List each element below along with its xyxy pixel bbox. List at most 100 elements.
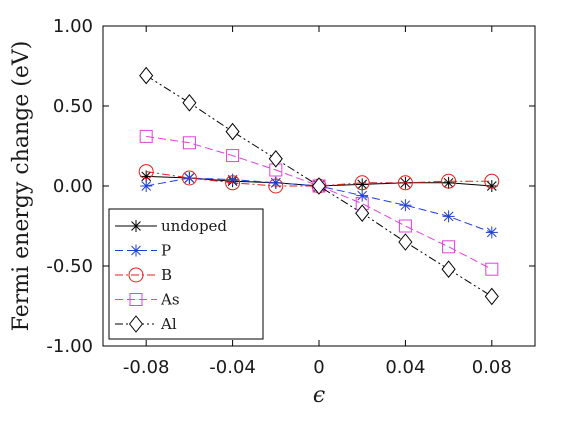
data-point bbox=[398, 219, 412, 233]
data-point bbox=[225, 122, 240, 141]
marker-stroke bbox=[486, 181, 497, 191]
data-point bbox=[139, 129, 153, 143]
legend-item: B bbox=[115, 266, 172, 284]
marker-stroke bbox=[443, 177, 454, 188]
marker-stroke bbox=[141, 181, 152, 191]
data-point bbox=[138, 164, 154, 180]
marker-shape bbox=[181, 170, 197, 186]
legend-label: B bbox=[161, 266, 172, 284]
marker-stroke bbox=[486, 227, 497, 238]
marker-shape bbox=[397, 175, 413, 191]
data-point bbox=[441, 260, 456, 279]
legend-marker bbox=[130, 244, 142, 257]
data-point bbox=[226, 149, 240, 163]
series-Al bbox=[139, 66, 499, 306]
data-point bbox=[442, 210, 455, 223]
data-point bbox=[485, 226, 498, 239]
legend-marker bbox=[130, 220, 142, 232]
data-point bbox=[182, 93, 197, 112]
data-point bbox=[397, 175, 413, 191]
x-tick-label: 0 bbox=[313, 357, 324, 378]
marker-stroke bbox=[443, 211, 454, 222]
marker-shape bbox=[442, 240, 456, 254]
data-point bbox=[441, 173, 457, 189]
data-point bbox=[399, 199, 412, 212]
y-tick-label: 0.00 bbox=[53, 176, 93, 197]
legend-item: P bbox=[115, 242, 171, 260]
y-tick-label: 0.50 bbox=[53, 96, 93, 117]
marker-shape bbox=[128, 267, 144, 283]
ticks-layer: -0.08 -0.04 0 0.04 0.08 1.00 0.50 0.00 -0.50 -1.0… bbox=[46, 16, 535, 378]
legend-marker bbox=[129, 293, 143, 306]
marker-shape bbox=[139, 129, 153, 143]
series-line bbox=[146, 171, 492, 187]
marker-stroke bbox=[141, 171, 152, 182]
y-tick-label: -1.00 bbox=[46, 336, 93, 357]
legend-item: As bbox=[115, 291, 180, 309]
x-tick-label: 0.08 bbox=[472, 357, 512, 378]
marker-shape bbox=[354, 175, 370, 191]
data-point bbox=[181, 170, 197, 186]
marker-shape bbox=[268, 178, 284, 194]
data-point bbox=[355, 204, 370, 223]
data-point bbox=[354, 175, 370, 191]
data-point bbox=[485, 262, 499, 276]
marker-stroke bbox=[131, 221, 141, 231]
data-point bbox=[484, 287, 499, 306]
marker-shape bbox=[398, 233, 413, 251]
marker-shape bbox=[225, 122, 240, 141]
data-point bbox=[225, 175, 241, 191]
marker-shape bbox=[355, 204, 370, 223]
data-point bbox=[356, 178, 369, 191]
marker-shape bbox=[128, 315, 144, 333]
data-point bbox=[484, 173, 500, 189]
data-point bbox=[356, 189, 369, 202]
marker-stroke bbox=[357, 190, 368, 201]
marker-shape bbox=[441, 173, 457, 189]
marker-shape bbox=[485, 262, 499, 276]
data-point bbox=[442, 240, 456, 254]
marker-shape bbox=[311, 177, 327, 195]
legend-label: Al bbox=[160, 315, 177, 333]
marker-shape bbox=[226, 149, 240, 163]
marker-shape bbox=[139, 66, 154, 85]
legend-label: undoped bbox=[161, 217, 227, 235]
legend-item: undoped bbox=[115, 217, 227, 235]
y-axis-title: Fermi energy change (eV) bbox=[9, 41, 34, 332]
series-layer bbox=[138, 66, 500, 306]
marker-shape bbox=[268, 149, 283, 168]
series-B bbox=[138, 164, 500, 194]
y-tick-label: 1.00 bbox=[53, 16, 93, 37]
data-point bbox=[485, 180, 498, 192]
x-tick-label: 0.04 bbox=[385, 357, 425, 378]
legend-item: Al bbox=[115, 315, 177, 333]
x-axis-title: ϵ bbox=[313, 383, 325, 408]
marker-shape bbox=[441, 260, 456, 279]
marker-stroke bbox=[131, 245, 141, 256]
marker-shape bbox=[225, 175, 241, 191]
marker-shape bbox=[484, 173, 500, 189]
data-point bbox=[311, 177, 327, 195]
legend-marker bbox=[128, 267, 144, 283]
y-tick-label: -0.50 bbox=[46, 256, 93, 277]
legend: undoped PB As Al bbox=[108, 208, 264, 340]
legend-marker bbox=[128, 315, 144, 333]
legend-label: As bbox=[160, 291, 180, 309]
marker-shape bbox=[398, 219, 412, 233]
marker-shape bbox=[182, 136, 196, 150]
marker-shape bbox=[129, 293, 143, 306]
x-tick-label: -0.04 bbox=[209, 357, 256, 378]
marker-shape bbox=[484, 287, 499, 306]
data-point bbox=[139, 66, 154, 85]
data-point bbox=[398, 233, 413, 251]
marker-shape bbox=[138, 164, 154, 180]
data-point bbox=[442, 176, 455, 189]
marker-stroke bbox=[357, 179, 368, 190]
x-tick-label: -0.08 bbox=[123, 357, 170, 378]
data-point bbox=[268, 149, 283, 168]
data-point bbox=[268, 178, 284, 194]
marker-shape bbox=[182, 93, 197, 112]
legend-label: P bbox=[161, 242, 171, 260]
data-point bbox=[140, 180, 153, 192]
